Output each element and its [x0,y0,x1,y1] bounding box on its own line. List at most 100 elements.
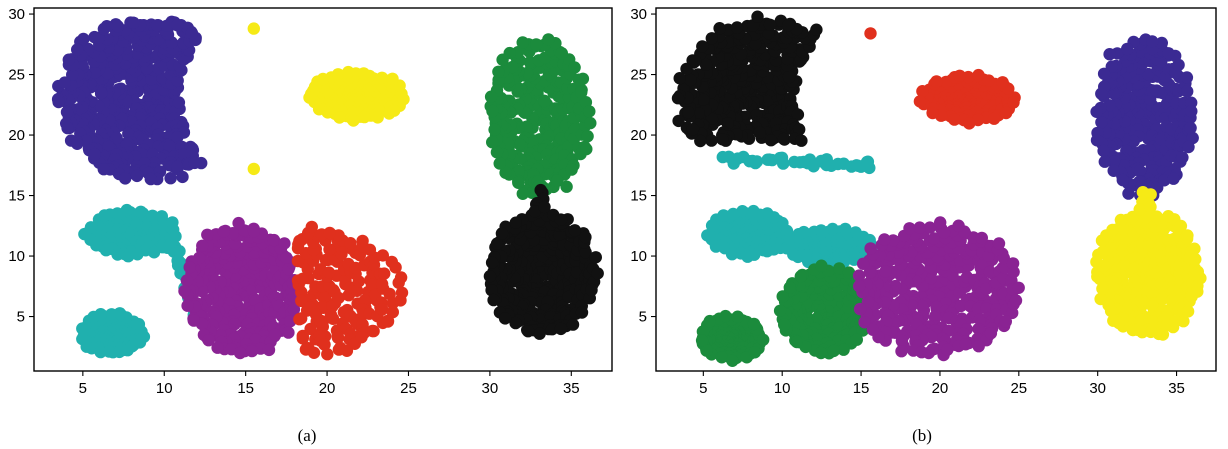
data-point-green [837,343,850,356]
data-point-red [963,117,976,130]
data-point-green [748,346,762,359]
data-point-black [568,224,581,237]
data-point-teal [90,239,103,252]
data-point-green [827,344,840,358]
data-point-yellow [1091,270,1104,283]
x-tick-label: 5 [79,380,87,397]
scatter-points [51,15,604,361]
data-point-black [810,23,823,36]
data-point-magenta [180,274,194,287]
data-point-purple_dark [1121,42,1134,56]
data-point-black [791,108,805,121]
data-point-teal [863,161,876,175]
data-point-black [697,93,710,107]
data-point-red [376,303,389,316]
data-point-red [321,348,334,361]
data-point-magenta [858,316,871,329]
scatter-points [671,10,1207,367]
data-point-purple_dark [94,86,108,100]
data-point-green [783,281,796,294]
data-point-magenta [1012,281,1025,294]
data-point-green [551,174,564,187]
data-point-green [757,333,770,346]
y-tick-label: 25 [8,67,25,84]
data-point-teal [797,225,810,239]
data-point-teal [760,245,774,258]
data-point-teal [76,322,89,335]
data-point-magenta [878,233,891,246]
data-point-purple_dark [163,140,176,153]
data-point-teal [736,205,749,218]
data-point-purple_dark [185,26,199,40]
data-point-teal [783,232,796,246]
data-point-red [356,234,369,248]
data-point-red [355,331,368,344]
data-point-black [680,62,693,76]
data-point-red [864,27,877,40]
data-point-purple_dark [1107,164,1120,177]
data-point-teal [99,244,113,257]
data-point-black [782,70,796,84]
data-point-red [293,234,306,248]
data-point-red [375,277,389,291]
data-point-green [486,136,499,149]
y-tick-label: 25 [630,67,647,84]
data-point-purple_dark [71,43,84,56]
data-point-purple_dark [1162,47,1175,60]
data-point-red [913,95,927,108]
data-point-purple_dark [71,137,84,150]
data-point-red [332,291,345,305]
data-point-yellow [1090,255,1103,269]
data-point-purple_dark [164,172,177,185]
data-point-magenta [930,300,943,314]
data-point-magenta [1006,257,1020,270]
data-point-black [509,216,522,229]
data-point-green [695,334,709,347]
data-point-purple_dark [111,20,125,33]
data-point-purple_dark [1184,121,1197,135]
data-point-yellow [1174,219,1188,233]
data-point-black [782,18,795,32]
data-point-red [296,332,309,345]
data-point-purple_dark [119,172,132,185]
data-point-yellow [386,72,399,86]
data-point-yellow [357,67,370,80]
data-point-teal [137,330,151,343]
data-point-black [575,306,589,319]
data-point-black [764,134,778,147]
data-point-yellow [1133,203,1146,216]
data-point-yellow [1181,305,1195,318]
panel-b: 5 10 15 20 25 30 35 5 10 15 20 25 30 (b) [630,6,1217,445]
data-point-magenta [923,221,937,234]
data-point-magenta [856,257,870,270]
data-point-black [682,106,695,119]
data-point-magenta [928,232,941,245]
data-point-red [305,220,318,234]
data-point-green [516,36,529,49]
data-point-green [512,176,525,189]
data-point-green [815,259,828,272]
data-point-magenta [853,279,866,293]
data-point-teal [132,318,146,331]
data-point-purple_dark [172,96,186,109]
data-point-teal [134,205,147,218]
data-point-teal [705,219,719,232]
data-point-purple_dark [1180,71,1194,84]
data-point-black [689,55,702,68]
data-point-yellow [303,91,316,104]
data-point-black [589,251,602,264]
data-point-red [318,338,331,351]
data-point-black [749,37,762,51]
x-tick-label: 5 [699,380,707,397]
data-point-green [516,187,529,200]
data-point-green [794,270,807,283]
data-point-yellow [342,65,355,79]
data-point-yellow [358,110,371,124]
data-point-green [496,53,509,66]
y-tick-label: 30 [630,6,647,23]
data-point-green [493,157,506,170]
data-point-green [490,146,504,159]
data-point-red [916,85,929,98]
data-point-purple_dark [144,172,157,186]
